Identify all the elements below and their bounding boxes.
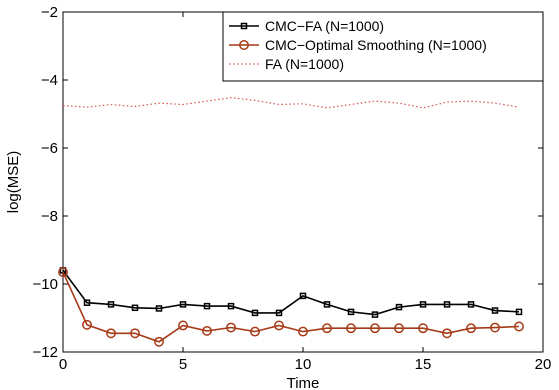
- data-point-0: [395, 303, 403, 311]
- y-axis-label: log(MSE): [5, 151, 22, 214]
- y-tick-label: −2: [41, 4, 58, 21]
- data-point-1: [274, 320, 284, 331]
- data-point-0: [107, 301, 115, 308]
- legend-marker-1: [239, 40, 249, 50]
- data-point-1: [466, 323, 476, 334]
- data-point-1: [202, 325, 212, 336]
- legend-marker-0: [240, 22, 248, 30]
- data-point-1: [154, 336, 164, 347]
- data-point-0: [227, 302, 235, 310]
- data-point-1: [58, 267, 68, 278]
- legend-label-2: FA (N=1000): [265, 56, 344, 72]
- y-tick-label: −10: [33, 276, 58, 293]
- data-point-0: [251, 309, 259, 317]
- data-point-1: [442, 328, 452, 339]
- data-point-1: [130, 328, 140, 339]
- data-point-1: [226, 322, 236, 333]
- data-point-0: [203, 302, 211, 310]
- data-point-0: [179, 301, 187, 308]
- data-point-0: [323, 301, 331, 308]
- x-axis-label: Time: [287, 375, 320, 390]
- data-point-1: [82, 319, 92, 330]
- legend-label-1: CMC−Optimal Smoothing (N=1000): [265, 37, 487, 53]
- data-point-0: [155, 305, 163, 312]
- data-point-0: [443, 301, 451, 308]
- data-point-1: [178, 320, 188, 331]
- series-line-0: [62, 269, 520, 316]
- data-point-1: [106, 328, 116, 339]
- data-point-1: [490, 322, 500, 333]
- y-tick-label: −4: [41, 72, 58, 89]
- data-point-1: [370, 323, 380, 334]
- legend-label-0: CMC−FA (N=1000): [265, 18, 384, 34]
- y-tick-label: −8: [41, 208, 58, 225]
- data-point-0: [83, 299, 91, 306]
- data-point-0: [371, 311, 379, 318]
- data-point-1: [346, 323, 356, 334]
- data-point-0: [515, 308, 523, 316]
- data-point-0: [275, 309, 283, 317]
- legend: CMC−FA (N=1000) CMC−Optimal Smoothing (N=…: [222, 11, 544, 82]
- data-point-1: [394, 323, 404, 334]
- x-tick-label: 10: [295, 356, 312, 373]
- axis-ticks: 0 5 10 15 20 −12 −10 −8 −6 −4 −2: [33, 4, 552, 373]
- x-tick-label: 15: [415, 356, 432, 373]
- data-point-1: [514, 321, 524, 332]
- data-point-1: [322, 323, 332, 334]
- data-point-0: [467, 301, 475, 308]
- y-tick-label: −6: [41, 140, 58, 157]
- data-point-1: [250, 326, 260, 337]
- data-point-0: [347, 308, 355, 316]
- data-point-1: [298, 326, 308, 337]
- y-tick-label: −12: [33, 344, 58, 361]
- data-point-0: [491, 307, 499, 314]
- series-layer: [58, 97, 524, 347]
- data-point-0: [419, 301, 427, 308]
- data-point-0: [131, 304, 139, 312]
- x-tick-label: 20: [535, 356, 552, 373]
- x-tick-label: 5: [179, 356, 187, 373]
- series-line-2: [62, 97, 520, 109]
- data-point-1: [418, 323, 428, 334]
- legend-box: [222, 11, 544, 82]
- x-tick-label: 0: [59, 356, 67, 373]
- data-point-0: [299, 292, 307, 300]
